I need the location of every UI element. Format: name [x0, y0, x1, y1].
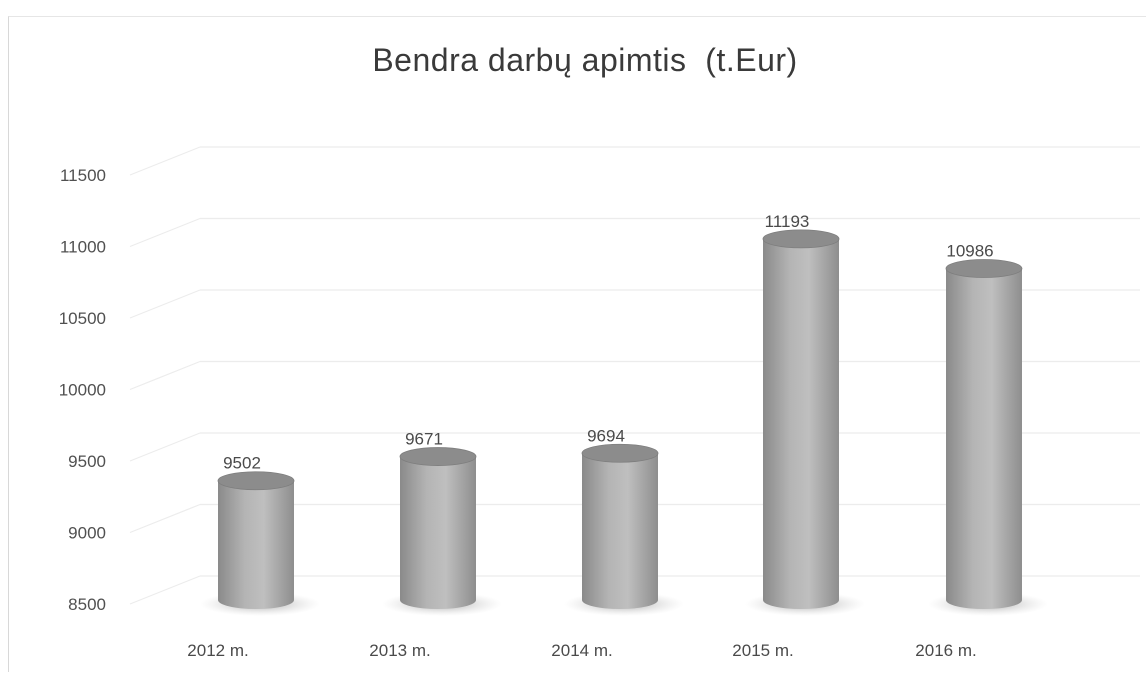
y-tick-label: 10000	[59, 381, 106, 400]
gridline-side	[129, 146, 201, 176]
bar-body	[218, 480, 294, 609]
bar-top	[581, 443, 659, 463]
x-category-label: 2015 m.	[732, 641, 793, 660]
data-label: 10986	[946, 242, 993, 261]
bar	[745, 229, 865, 616]
bar-top	[762, 229, 840, 249]
bar-top	[217, 471, 295, 491]
data-label: 9502	[223, 454, 261, 473]
gridline-side	[129, 503, 201, 534]
x-category-label: 2012 m.	[187, 641, 248, 660]
data-labels: 9502 9671 9694 11193 10986	[223, 212, 994, 473]
y-tick-label: 10500	[59, 309, 106, 328]
x-category-label: 2014 m.	[551, 641, 612, 660]
gridline-side	[129, 575, 201, 605]
x-category-label: 2013 m.	[369, 641, 430, 660]
bar-body	[763, 238, 839, 609]
x-category-label: 2016 m.	[915, 641, 976, 660]
bar-top	[399, 447, 477, 466]
gridline-side	[129, 432, 201, 462]
gridline-side	[129, 217, 201, 248]
bar	[382, 447, 502, 616]
data-label: 9671	[405, 430, 443, 449]
y-tick-label: 8500	[68, 595, 106, 614]
bar	[928, 259, 1048, 616]
chart-title: Bendra darbų apimtis (t.Eur)	[372, 42, 798, 78]
x-axis-categories: 2012 m. 2013 m. 2014 m. 2015 m. 2016 m.	[187, 641, 976, 660]
y-tick-label: 9000	[68, 524, 106, 543]
data-label: 9694	[587, 426, 625, 445]
bars	[200, 229, 1048, 616]
bar-body	[582, 453, 658, 609]
y-axis-ticks: 8500 9000 9500 10000 10500 11000 11500	[59, 166, 106, 614]
bar	[200, 471, 320, 616]
data-label: 11193	[765, 212, 810, 231]
y-tick-label: 9500	[68, 452, 106, 471]
bar-body	[946, 268, 1022, 609]
bar-body	[400, 456, 476, 609]
y-tick-label: 11500	[60, 166, 106, 185]
gridline-side	[129, 360, 201, 391]
bar-top	[945, 259, 1023, 278]
y-tick-label: 11000	[60, 238, 106, 257]
gridline-side	[129, 289, 201, 319]
bar	[564, 443, 684, 616]
